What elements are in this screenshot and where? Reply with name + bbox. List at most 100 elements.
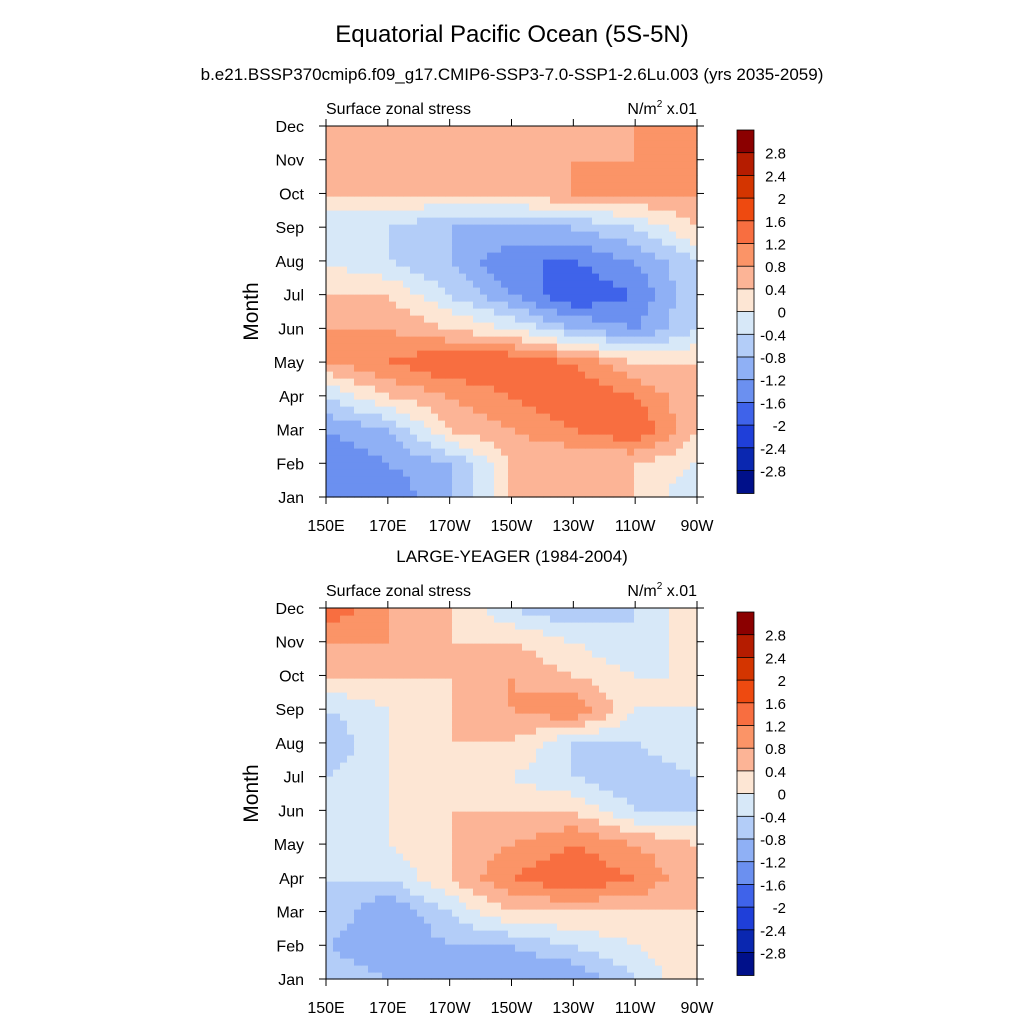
heatmap-cell — [340, 217, 348, 225]
heatmap-cell — [543, 378, 551, 386]
heatmap-cell — [340, 944, 348, 952]
heatmap-cell — [445, 783, 453, 791]
heatmap-cell — [368, 727, 376, 735]
heatmap-cell — [613, 972, 621, 980]
heatmap-cell — [627, 140, 635, 148]
heatmap-cell — [452, 224, 460, 232]
heatmap-cell — [683, 706, 691, 714]
heatmap-cell — [585, 210, 593, 218]
heatmap-cell — [368, 860, 376, 868]
heatmap-cell — [396, 839, 404, 847]
heatmap-cell — [403, 182, 411, 190]
heatmap-cell — [536, 909, 544, 917]
heatmap-cell — [340, 811, 348, 819]
heatmap-cell — [669, 147, 677, 155]
heatmap-cell — [396, 147, 404, 155]
heatmap-cell — [340, 182, 348, 190]
heatmap-cell — [522, 923, 530, 931]
heatmap-cell — [501, 762, 509, 770]
heatmap-cell — [585, 483, 593, 491]
heatmap-cell — [571, 923, 579, 931]
heatmap-cell — [627, 217, 635, 225]
heatmap-cell — [634, 252, 642, 260]
heatmap-cell — [452, 126, 460, 134]
heatmap-cell — [459, 182, 467, 190]
heatmap-cell — [368, 336, 376, 344]
heatmap-cell — [361, 958, 369, 966]
heatmap-cell — [592, 427, 600, 435]
heatmap-cell — [669, 420, 677, 428]
heatmap-cell — [578, 476, 586, 484]
heatmap-cell — [641, 147, 649, 155]
heatmap-cell — [515, 420, 523, 428]
heatmap-cell — [564, 972, 572, 980]
heatmap-cell — [627, 811, 635, 819]
heatmap-cell — [501, 776, 509, 784]
heatmap-cell — [627, 427, 635, 435]
heatmap-cell — [410, 797, 418, 805]
heatmap-cell — [473, 448, 481, 456]
heatmap-cell — [571, 168, 579, 176]
heatmap-cell — [522, 832, 530, 840]
heatmap-cell — [592, 280, 600, 288]
heatmap-cell — [368, 741, 376, 749]
heatmap-cell — [459, 832, 467, 840]
heatmap-cell — [452, 762, 460, 770]
heatmap-cell — [606, 196, 614, 204]
heatmap-cell — [606, 846, 614, 854]
heatmap-cell — [606, 329, 614, 337]
heatmap-cell — [508, 769, 516, 777]
heatmap-cell — [375, 329, 383, 337]
heatmap-cell — [438, 182, 446, 190]
heatmap-cell — [515, 713, 523, 721]
heatmap-cell — [459, 245, 467, 253]
heatmap-cell — [620, 287, 628, 295]
heatmap-cell — [620, 790, 628, 798]
heatmap-cell — [480, 811, 488, 819]
heatmap-cell — [396, 972, 404, 980]
heatmap-cell — [634, 930, 642, 938]
heatmap-cell — [417, 259, 425, 267]
heatmap-cell — [515, 951, 523, 959]
heatmap-cell — [550, 846, 558, 854]
heatmap-cell — [403, 797, 411, 805]
heatmap-cell — [326, 301, 334, 309]
heatmap-cell — [627, 441, 635, 449]
heatmap-cell — [648, 266, 656, 274]
heatmap-cell — [522, 266, 530, 274]
heatmap-cell — [494, 441, 502, 449]
heatmap-cell — [487, 874, 495, 882]
heatmap-cell — [557, 364, 565, 372]
heatmap-cell — [473, 972, 481, 980]
heatmap-cell — [403, 902, 411, 910]
heatmap-cell — [690, 273, 698, 281]
heatmap-cell — [466, 965, 474, 973]
heatmap-cell — [375, 259, 383, 267]
heatmap-cell — [557, 713, 565, 721]
heatmap-cell — [487, 259, 495, 267]
heatmap-cell — [361, 881, 369, 889]
heatmap-cell — [466, 972, 474, 980]
heatmap-cell — [480, 706, 488, 714]
heatmap-cell — [375, 895, 383, 903]
heatmap-cell — [333, 203, 341, 211]
heatmap-cell — [599, 909, 607, 917]
heatmap-cell — [368, 937, 376, 945]
heatmap-cell — [445, 455, 453, 463]
heatmap-cell — [669, 909, 677, 917]
heatmap-cell — [333, 972, 341, 980]
heatmap-cell — [326, 420, 334, 428]
heatmap-cell — [564, 147, 572, 155]
heatmap-cell — [410, 245, 418, 253]
heatmap-cell — [683, 930, 691, 938]
heatmap-cell — [403, 399, 411, 407]
heatmap-cell — [431, 406, 439, 414]
heatmap-cell — [676, 790, 684, 798]
heatmap-cell — [361, 699, 369, 707]
heatmap-cell — [403, 280, 411, 288]
heatmap-cell — [676, 203, 684, 211]
heatmap-cell — [620, 231, 628, 239]
heatmap-cell — [529, 909, 537, 917]
heatmap-cell — [389, 133, 397, 141]
heatmap-cell — [571, 392, 579, 400]
